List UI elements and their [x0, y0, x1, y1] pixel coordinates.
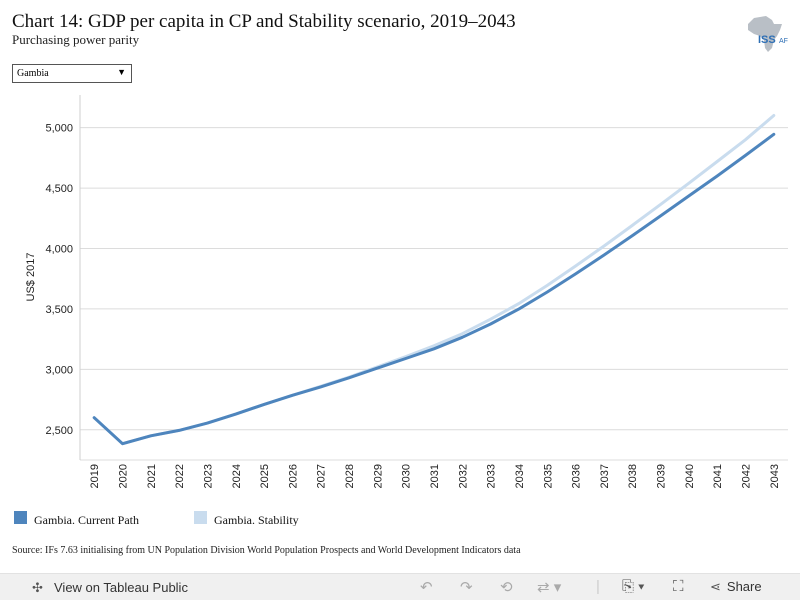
y-tick-label: 5,000	[45, 123, 73, 135]
view-on-tableau-label: View on Tableau Public	[54, 580, 188, 595]
logo-suffix: AF	[779, 38, 788, 45]
x-tick-label: 2034	[514, 464, 526, 488]
legend-item-stability[interactable]: Gambia. Stability	[194, 510, 324, 526]
x-tick-label: 2035	[542, 464, 554, 488]
legend-label-current-path: Gambia. Current Path	[34, 513, 139, 526]
revert-icon[interactable]: ⟲	[500, 579, 513, 596]
share-button[interactable]: ⋖ Share	[710, 579, 762, 595]
redo-icon[interactable]: ↷	[460, 579, 473, 596]
share-label: Share	[726, 579, 762, 594]
tableau-toolbar: ✣ View on Tableau Public ↶ ↷ ⟲ ⇄ ▾ | ⎘ ▾ …	[0, 573, 800, 600]
x-tick-label: 2028	[344, 464, 356, 488]
x-tick-label: 2042	[741, 464, 753, 488]
y-tick-label: 2,500	[45, 425, 73, 437]
x-tick-label: 2022	[174, 464, 186, 488]
share-icon: ⋖	[710, 579, 721, 594]
x-tick-label: 2036	[571, 464, 583, 488]
x-tick-label: 2032	[457, 464, 469, 488]
view-on-tableau-link[interactable]: ✣ View on Tableau Public	[32, 580, 188, 596]
x-tick-label: 2029	[372, 464, 384, 488]
fullscreen-icon[interactable]: ⛶	[673, 578, 684, 595]
x-tick-label: 2021	[146, 464, 158, 488]
x-tick-label: 2020	[117, 464, 129, 488]
x-tick-label: 2026	[287, 464, 299, 488]
chart-subtitle: Purchasing power parity	[12, 32, 140, 47]
undo-icon[interactable]: ↶	[420, 579, 433, 596]
x-tick-label: 2031	[429, 464, 441, 488]
x-tick-label: 2040	[684, 464, 696, 488]
y-tick-label: 4,500	[45, 183, 73, 195]
chart-title: Chart 14: GDP per capita in CP and Stabi…	[12, 11, 516, 32]
source-note: Source: IFs 7.63 initialising from UN Po…	[12, 545, 521, 556]
x-tick-label: 2024	[231, 464, 243, 488]
series-line-current-path[interactable]	[92, 132, 776, 446]
legend-item-current-path[interactable]: Gambia. Current Path	[14, 510, 189, 526]
x-tick-label: 2043	[769, 464, 781, 488]
y-axis-title: US$ 2017	[25, 253, 37, 302]
x-tick-label: 2019	[89, 464, 101, 488]
y-tick-label: 4,000	[45, 243, 73, 255]
legend-swatch-current-path	[14, 511, 27, 524]
refresh-icon[interactable]: ⇄ ▾	[537, 579, 562, 596]
x-tick-label: 2038	[627, 464, 639, 488]
legend-label-stability: Gambia. Stability	[214, 513, 299, 526]
series-line-stability[interactable]	[92, 114, 776, 446]
x-tick-label: 2025	[259, 464, 271, 488]
series-layer	[92, 114, 776, 446]
x-tick-label: 2041	[712, 464, 724, 488]
iss-africa-logo: ISS AF	[744, 14, 790, 54]
x-tick-label: 2033	[486, 464, 498, 488]
tableau-icon: ✣	[32, 580, 43, 595]
x-tick-label: 2039	[656, 464, 668, 488]
logo-text: ISS	[758, 34, 776, 46]
x-tick-label: 2037	[599, 464, 611, 488]
chevron-down-icon: ▼	[117, 67, 126, 77]
x-tick-labels: 2019 2020 2021 2022 2023 2024 2025 2026 2027 2028…	[89, 464, 781, 488]
legend-swatch-stability	[194, 511, 207, 524]
grid-layer	[80, 127, 788, 461]
country-filter-dropdown[interactable]: Gambia ▼	[12, 64, 132, 83]
x-tick-label: 2023	[202, 464, 214, 488]
toolbar-divider: |	[596, 578, 600, 595]
y-tick-label: 3,000	[45, 364, 73, 376]
country-filter-value: Gambia	[17, 68, 49, 79]
y-tick-labels: 2,500 3,000 3,500 4,000 4,500 5,000	[45, 123, 73, 437]
x-tick-label: 2027	[316, 464, 328, 488]
download-icon[interactable]: ⎘ ▾	[622, 578, 645, 595]
y-tick-label: 3,500	[45, 304, 73, 316]
x-tick-label: 2030	[401, 464, 413, 488]
